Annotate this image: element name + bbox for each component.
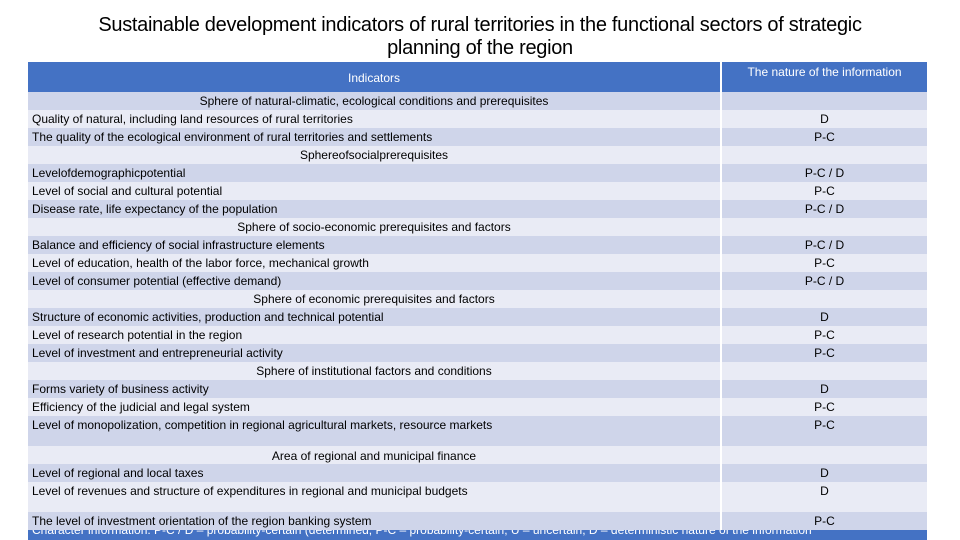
section-value-cell	[722, 146, 927, 164]
table-row: Balance and efficiency of social infrast…	[28, 236, 927, 254]
section-label: Sphereofsocialprerequisites	[28, 146, 720, 164]
indicator-label: Efficiency of the judicial and legal sys…	[28, 398, 720, 416]
table-row: Forms variety of business activity D	[28, 380, 927, 398]
header-indicators: Indicators	[28, 62, 720, 92]
indicator-label: Level of consumer potential (effective d…	[28, 272, 720, 290]
indicator-label: The quality of the ecological environmen…	[28, 128, 720, 146]
indicator-label: Level of investment and entrepreneurial …	[28, 344, 720, 362]
indicator-label: Level of regional and local taxes	[28, 464, 720, 482]
slide-title-line-1: Sustainable development indicators of ru…	[98, 14, 862, 36]
information-type: P-C	[722, 416, 927, 446]
indicator-label: Levelofdemographicpotential	[28, 164, 720, 182]
table-row: The level of investment orientation of t…	[28, 512, 927, 530]
information-type: D	[722, 482, 927, 512]
indicator-label: Level of monopolization, competition in …	[28, 416, 720, 446]
table-row: Quality of natural, including land resou…	[28, 110, 927, 128]
information-type: P-C	[722, 254, 927, 272]
section-label: Sphere of economic prerequisites and fac…	[28, 290, 720, 308]
information-type: D	[722, 110, 927, 128]
indicator-label: Forms variety of business activity	[28, 380, 720, 398]
information-type: P-C / D	[722, 200, 927, 218]
section-row: Sphere of economic prerequisites and fac…	[28, 290, 927, 308]
indicator-label: Level of research potential in the regio…	[28, 326, 720, 344]
indicator-label: Structure of economic activities, produc…	[28, 308, 720, 326]
indicator-label: Balance and efficiency of social infrast…	[28, 236, 720, 254]
information-type: P-C	[722, 344, 927, 362]
information-type: P-C	[722, 512, 927, 530]
information-type: P-C / D	[722, 164, 927, 182]
table-row: The quality of the ecological environmen…	[28, 128, 927, 146]
legend-footer-row: Character information: P-C / D – probabi…	[28, 530, 927, 540]
section-row: Sphere of socio-economic prerequisites a…	[28, 218, 927, 236]
section-row: Sphere of natural-climatic, ecological c…	[28, 92, 927, 110]
section-label: Sphere of natural-climatic, ecological c…	[28, 92, 720, 110]
section-value-cell	[722, 362, 927, 380]
header-nature-of-information: The nature of the information	[722, 62, 927, 92]
information-type: P-C	[722, 128, 927, 146]
information-type: P-C / D	[722, 236, 927, 254]
indicators-table: Indicators The nature of the information…	[28, 62, 927, 540]
legend-footer-text: Character information: P-C / D – probabi…	[32, 530, 812, 537]
section-row: Sphere of institutional factors and cond…	[28, 362, 927, 380]
section-value-cell	[722, 92, 927, 110]
section-value-cell	[722, 446, 927, 464]
slide-title-line-2: planning of the region	[387, 37, 573, 59]
section-label: Area of regional and municipal finance	[28, 446, 720, 464]
information-type: D	[722, 464, 927, 482]
information-type: D	[722, 308, 927, 326]
table-row: Level of revenues and structure of expen…	[28, 482, 927, 512]
indicator-label: Disease rate, life expectancy of the pop…	[28, 200, 720, 218]
section-label: Sphere of institutional factors and cond…	[28, 362, 720, 380]
table-row: Level of research potential in the regio…	[28, 326, 927, 344]
slide-title: Sustainable development indicators of ru…	[0, 14, 960, 60]
indicator-label: Level of social and cultural potential	[28, 182, 720, 200]
table-row: Level of monopolization, competition in …	[28, 416, 927, 446]
indicator-label: Level of education, health of the labor …	[28, 254, 720, 272]
information-type: P-C	[722, 182, 927, 200]
section-value-cell	[722, 290, 927, 308]
table-row: Disease rate, life expectancy of the pop…	[28, 200, 927, 218]
section-label: Sphere of socio-economic prerequisites a…	[28, 218, 720, 236]
table-row: Level of social and cultural potential P…	[28, 182, 927, 200]
table-row: Structure of economic activities, produc…	[28, 308, 927, 326]
indicator-label: Quality of natural, including land resou…	[28, 110, 720, 128]
table-row: Level of regional and local taxes D	[28, 464, 927, 482]
section-value-cell	[722, 218, 927, 236]
information-type: D	[722, 380, 927, 398]
indicator-label: Level of revenues and structure of expen…	[28, 482, 720, 512]
table-row: Level of consumer potential (effective d…	[28, 272, 927, 290]
information-type: P-C	[722, 326, 927, 344]
indicator-label: The level of investment orientation of t…	[28, 512, 720, 530]
table-row: Level of education, health of the labor …	[28, 254, 927, 272]
table-header-row: Indicators The nature of the information	[28, 62, 927, 92]
section-row: Sphereofsocialprerequisites	[28, 146, 927, 164]
information-type: P-C / D	[722, 272, 927, 290]
information-type: P-C	[722, 398, 927, 416]
table-row: Levelofdemographicpotential P-C / D	[28, 164, 927, 182]
table-row: Level of investment and entrepreneurial …	[28, 344, 927, 362]
section-row: Area of regional and municipal finance	[28, 446, 927, 464]
table-row: Efficiency of the judicial and legal sys…	[28, 398, 927, 416]
